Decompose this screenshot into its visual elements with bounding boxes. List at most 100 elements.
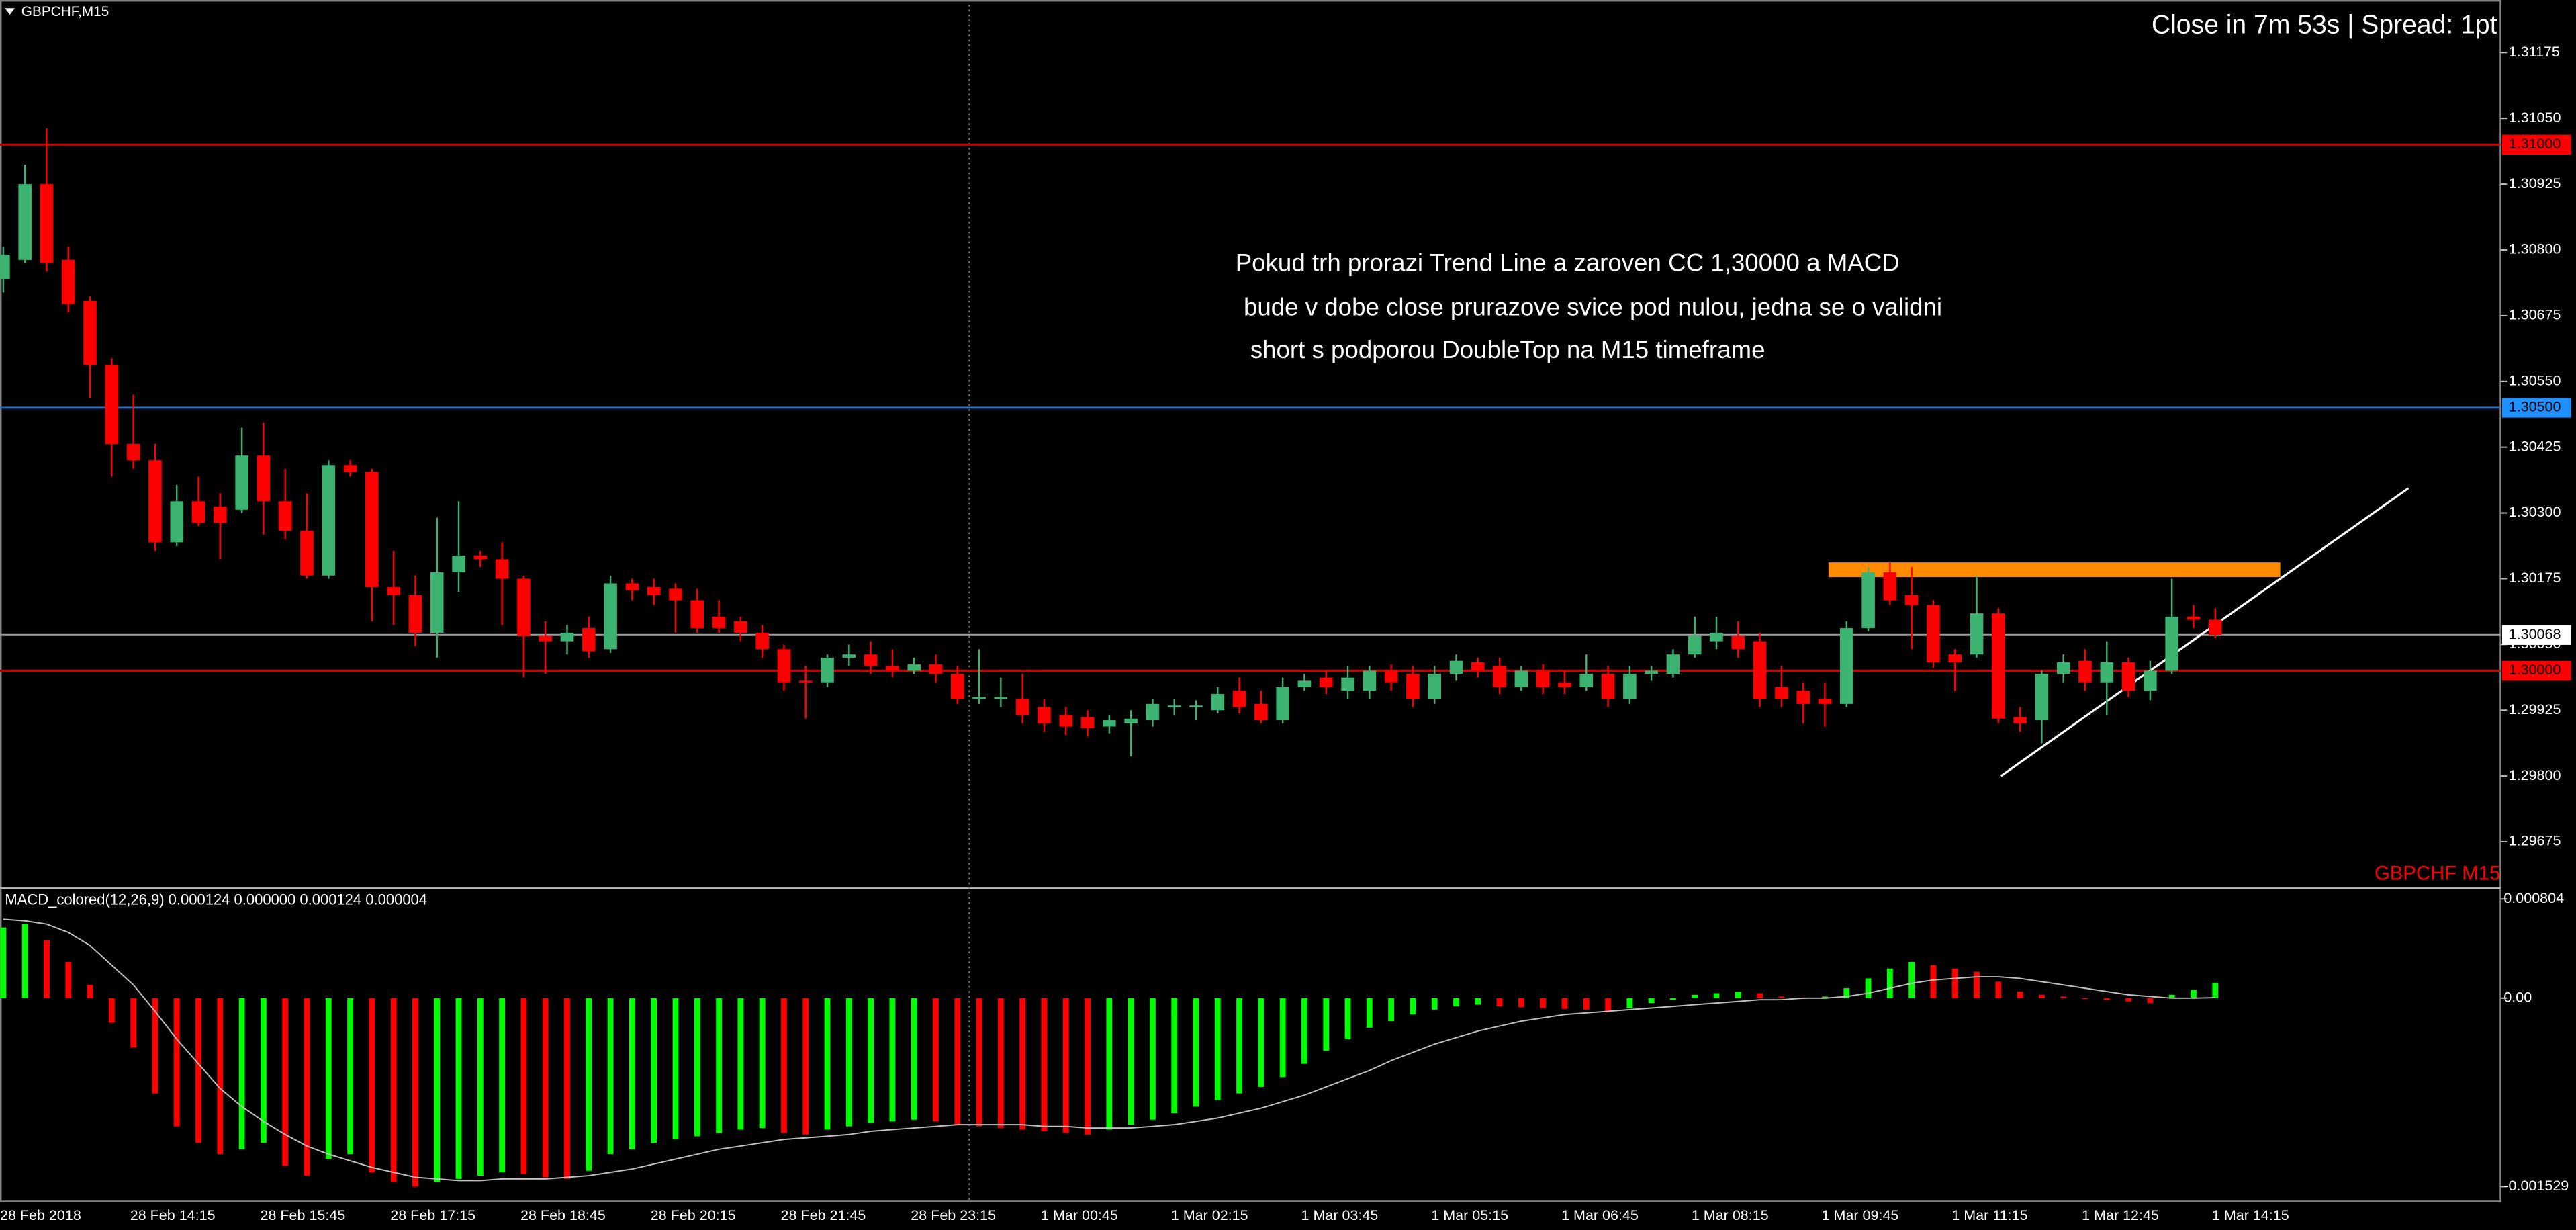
macd-bar bbox=[1128, 998, 1134, 1125]
macd-bar bbox=[997, 998, 1004, 1129]
signal-line bbox=[3, 918, 2215, 1182]
macd-bar bbox=[44, 940, 50, 998]
macd-bar bbox=[0, 927, 7, 998]
macd-bar bbox=[1019, 998, 1026, 1130]
candle-body bbox=[1254, 703, 1268, 721]
candle-body bbox=[1753, 641, 1767, 699]
x-tick-label: 28 Feb 23:15 bbox=[911, 1207, 996, 1223]
macd-bar bbox=[2017, 992, 2023, 998]
annotation-line: short s podporou DoubleTop na M15 timefr… bbox=[1250, 336, 1765, 363]
macd-bar bbox=[173, 998, 180, 1127]
macd-bar bbox=[1951, 968, 1958, 998]
candle-body bbox=[1992, 613, 2005, 719]
candle-body bbox=[2078, 660, 2092, 683]
level-label-bg bbox=[2501, 660, 2571, 681]
y-tick-label: 1.29925 bbox=[2509, 701, 2561, 717]
x-tick-label: 1 Mar 08:15 bbox=[1692, 1207, 1769, 1223]
macd-bar bbox=[1041, 998, 1048, 1132]
macd-bar bbox=[1540, 998, 1547, 1008]
candle-body bbox=[473, 555, 488, 560]
macd-bar bbox=[455, 998, 462, 1179]
candle-body bbox=[560, 633, 574, 642]
candle-body bbox=[690, 600, 704, 629]
candle-body bbox=[1319, 677, 1333, 687]
macd-bar bbox=[1388, 998, 1395, 1022]
macd-bar bbox=[2039, 994, 2045, 998]
x-tick-label: 28 Feb 17:15 bbox=[390, 1207, 475, 1223]
candle-body bbox=[1211, 693, 1225, 711]
y-tick-label: 1.31175 bbox=[2509, 44, 2560, 60]
candle-body bbox=[191, 501, 205, 523]
macd-bar bbox=[217, 998, 224, 1155]
macd-bar bbox=[824, 998, 831, 1130]
y-tick-label: 1.30300 bbox=[2509, 504, 2561, 520]
candle-body bbox=[1904, 595, 1919, 605]
macd-bar bbox=[1171, 998, 1178, 1114]
candle-body bbox=[2035, 674, 2049, 721]
x-tick-label: 28 Feb 14:15 bbox=[130, 1207, 216, 1223]
macd-bar bbox=[802, 998, 809, 1135]
x-tick-label: 1 Mar 00:45 bbox=[1041, 1207, 1118, 1223]
x-tick-label: 28 Feb 18:45 bbox=[520, 1207, 606, 1223]
candle-body bbox=[83, 300, 97, 365]
candle-body bbox=[1514, 670, 1528, 687]
x-tick-label: 28 Feb 21:45 bbox=[781, 1207, 866, 1223]
macd-bar bbox=[1301, 998, 1307, 1064]
candle-body bbox=[539, 635, 552, 642]
macd-bar bbox=[520, 998, 527, 1174]
candle-body bbox=[886, 666, 899, 671]
macd-bar bbox=[1670, 998, 1676, 1000]
level-label: 1.31000 bbox=[2509, 136, 2561, 152]
macd-bar bbox=[911, 998, 917, 1120]
candle-body bbox=[1558, 682, 1571, 687]
macd-bar bbox=[499, 998, 506, 1173]
candle-body bbox=[408, 595, 422, 633]
macd-bar bbox=[976, 998, 982, 1127]
macd-bar bbox=[737, 998, 744, 1130]
candle-body bbox=[126, 443, 140, 461]
candle-body bbox=[669, 588, 682, 601]
candle-body bbox=[387, 586, 400, 595]
macd-bar bbox=[607, 998, 614, 1155]
macd-bar bbox=[1930, 965, 1937, 998]
macd-bar bbox=[629, 998, 635, 1149]
candle-body bbox=[1731, 635, 1745, 650]
macd-bar bbox=[1908, 962, 1915, 998]
candle-body bbox=[322, 465, 336, 576]
macd-bar bbox=[1583, 998, 1590, 1010]
candle-body bbox=[300, 531, 314, 576]
macd-bar bbox=[1605, 998, 1611, 1012]
macd-bar bbox=[347, 998, 353, 1155]
macd-bar bbox=[2147, 998, 2154, 1004]
candle-body bbox=[2121, 662, 2135, 691]
y-tick-label: 1.30925 bbox=[2509, 175, 2561, 191]
macd-bar bbox=[781, 998, 787, 1133]
annotation-line: bude v dobe close prurazove svice pod nu… bbox=[1244, 294, 1942, 321]
candle-body bbox=[495, 559, 509, 579]
macd-bar bbox=[195, 998, 201, 1143]
candle-body bbox=[105, 365, 119, 444]
candle-body bbox=[2100, 662, 2114, 683]
macd-bar bbox=[1214, 998, 1221, 1100]
candle-body bbox=[929, 664, 943, 674]
frame bbox=[0, 0, 2501, 1202]
macd-bar bbox=[2082, 998, 2088, 1000]
candle-body bbox=[214, 507, 227, 523]
candle-body bbox=[1471, 662, 1485, 671]
level-label-bg bbox=[2501, 625, 2571, 645]
macd-bar bbox=[651, 998, 657, 1143]
macd-bar bbox=[65, 962, 72, 998]
candle-body bbox=[517, 578, 531, 636]
candle-body bbox=[821, 657, 834, 683]
trend-line bbox=[2000, 487, 2409, 777]
candle-body bbox=[1363, 670, 1377, 691]
macd-bar bbox=[1344, 998, 1351, 1039]
candle-body bbox=[1276, 687, 1289, 721]
candle-body bbox=[798, 680, 813, 683]
y-tick-label: 1.30675 bbox=[2509, 307, 2561, 323]
macd-bar bbox=[304, 998, 310, 1176]
status-text: Close in 7m 53s | Spread: 1pt bbox=[2152, 10, 2497, 39]
macd-bar bbox=[87, 985, 93, 998]
candle-body bbox=[343, 465, 357, 472]
